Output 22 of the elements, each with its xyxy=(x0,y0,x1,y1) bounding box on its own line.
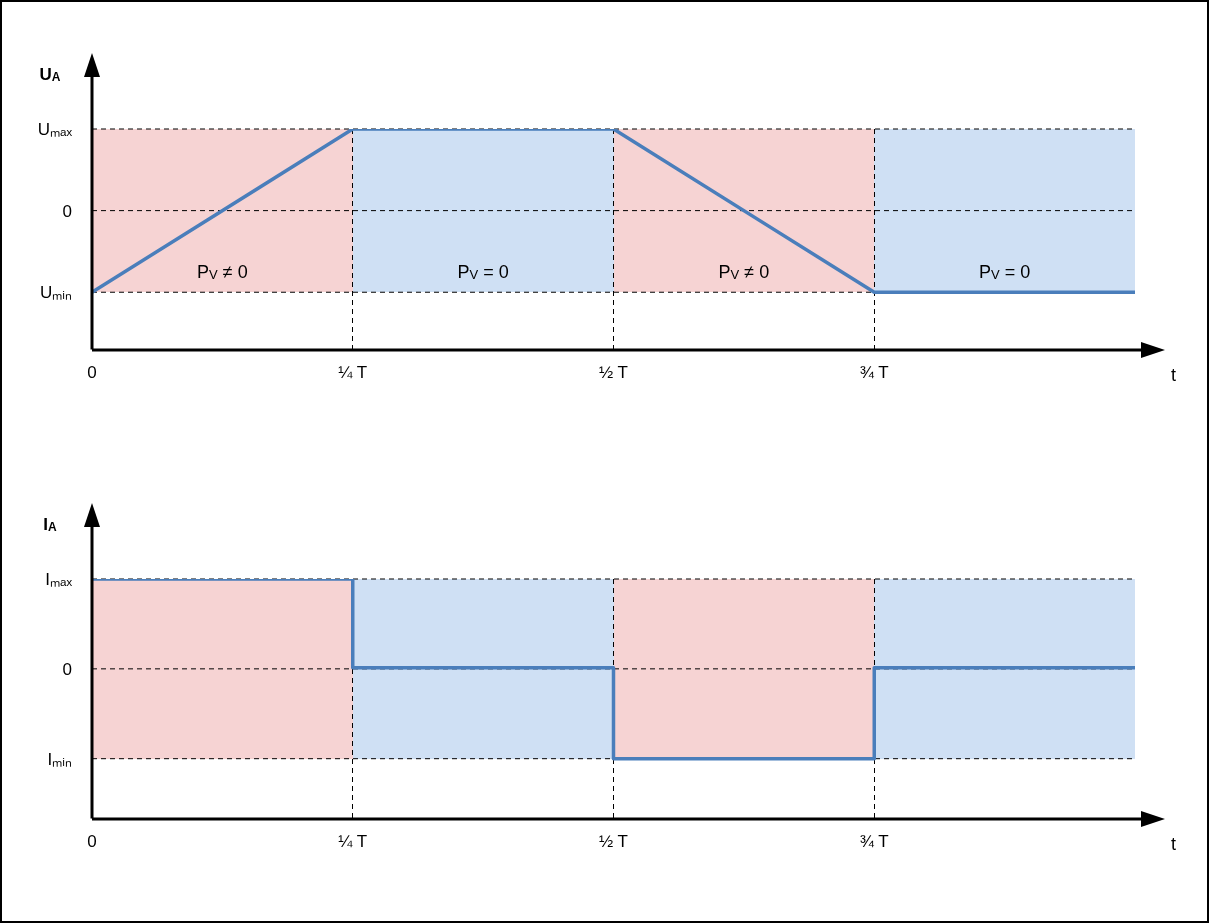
text: Uₘᵢₙ xyxy=(40,283,72,303)
x-tick-label: ¼ T xyxy=(338,363,368,383)
text: 0 xyxy=(62,659,73,679)
x-tick-label: ½ T xyxy=(599,363,628,383)
x-tick-label: 0 xyxy=(87,363,97,383)
x-tick-label: ½ T xyxy=(599,832,628,852)
text: Iₘᵢₙ xyxy=(47,749,73,769)
x-tick-label: 0 xyxy=(87,832,97,852)
text: 0 xyxy=(62,201,73,221)
annotation: PV = 0 xyxy=(979,262,1031,283)
y-axis-title: IA xyxy=(43,515,58,534)
annotation: PV ≠ 0 xyxy=(197,262,248,283)
y-axis-title: UA xyxy=(39,65,61,84)
annotation: PV = 0 xyxy=(457,262,509,283)
x-tick-label: ¼ T xyxy=(338,832,368,852)
text: Uₘₐₓ xyxy=(37,120,73,139)
x-tick-label: ¾ T xyxy=(859,363,889,383)
x-axis-title: t xyxy=(1171,364,1177,385)
x-tick-label: ¾ T xyxy=(859,832,889,852)
text: Iₘₐₓ xyxy=(45,570,73,589)
x-axis-title: t xyxy=(1171,833,1177,854)
annotation: PV ≠ 0 xyxy=(718,262,770,283)
